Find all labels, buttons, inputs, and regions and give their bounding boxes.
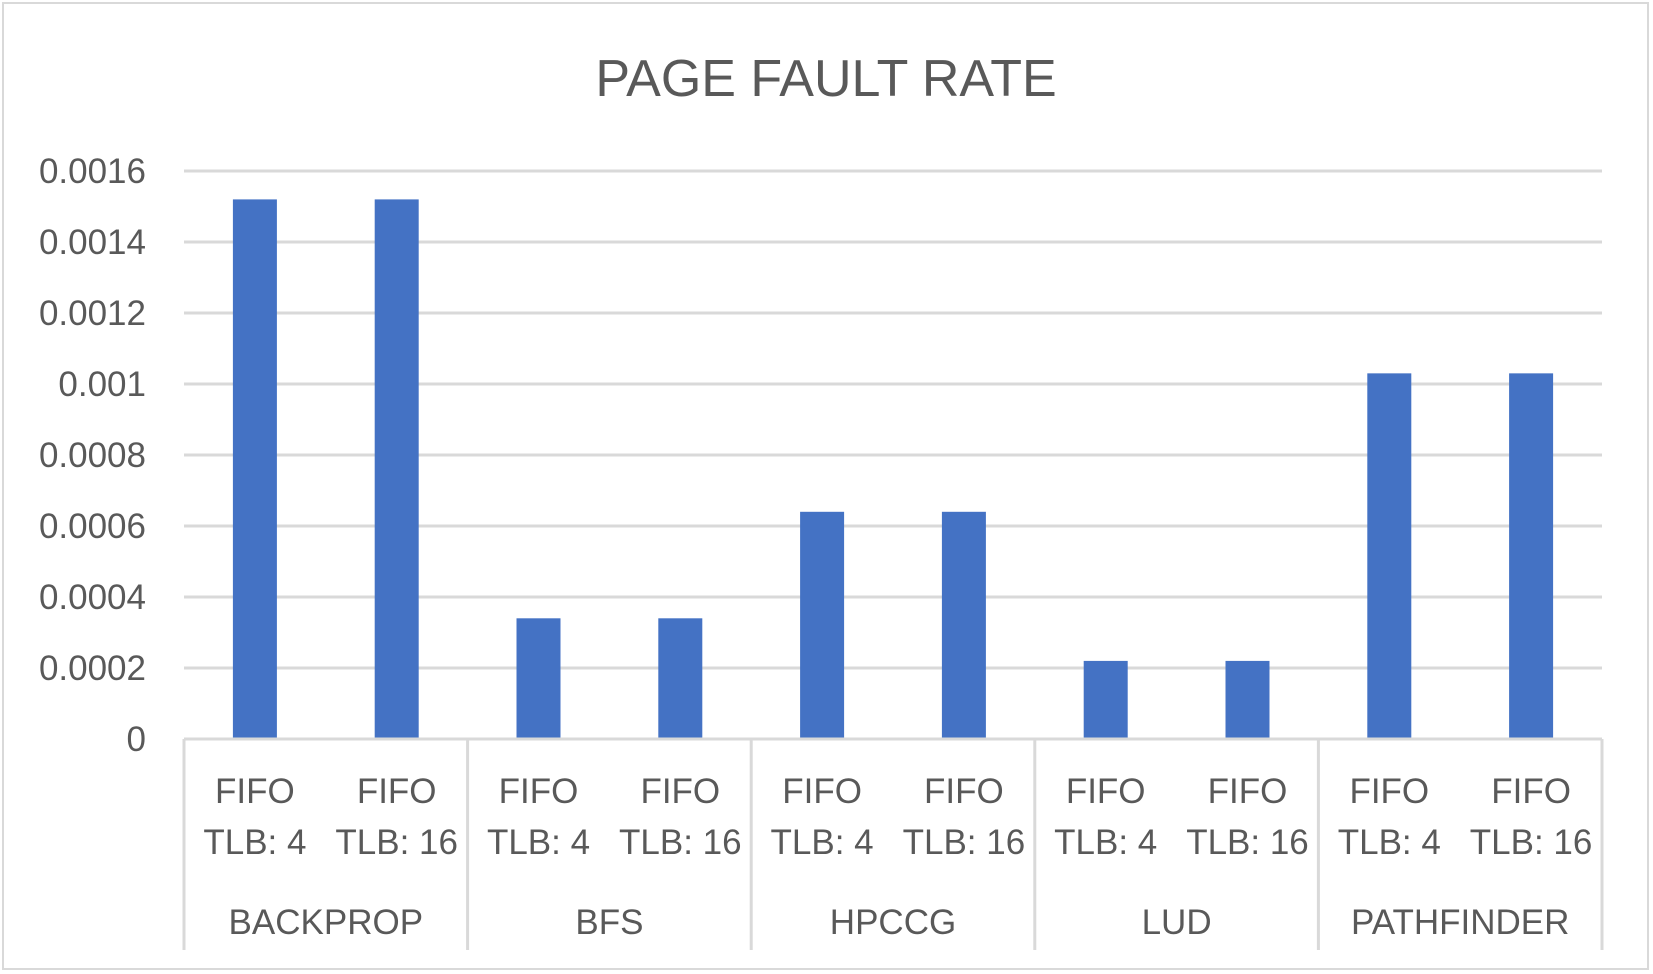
bar	[1367, 373, 1412, 739]
x-axis: FIFO TLB: 4 FIFO TLB: 16 BACKPROP FIFO TLB: 4 F…	[182, 737, 1604, 950]
x-tick-label: TLB: 4	[1338, 823, 1441, 862]
x-tick-label: FIFO	[1491, 772, 1571, 811]
x-group-label: BACKPROP	[229, 903, 424, 942]
bar	[1225, 660, 1270, 739]
chart-title: PAGE FAULT RATE	[595, 50, 1056, 108]
bar	[800, 511, 845, 739]
x-group-label: BFS	[575, 903, 643, 942]
x-tick-label: FIFO	[782, 772, 862, 811]
bar	[516, 618, 561, 739]
y-tick-label: 0.0004	[39, 578, 146, 617]
y-tick-label: 0.0006	[39, 507, 146, 546]
x-tick-label: FIFO	[1066, 772, 1146, 811]
bar	[941, 511, 986, 739]
x-tick-label: FIFO	[924, 772, 1004, 811]
bar	[232, 199, 277, 739]
x-tick-label: FIFO	[1208, 772, 1288, 811]
x-tick-label: TLB: 16	[1186, 823, 1309, 862]
y-tick-label: 0.0014	[39, 223, 146, 262]
y-tick-label: 0.0012	[39, 294, 146, 333]
bar	[1083, 660, 1128, 739]
y-tick-label: 0.001	[58, 365, 146, 404]
x-tick-label: FIFO	[499, 772, 579, 811]
bars	[232, 199, 1554, 739]
x-tick-label: TLB: 16	[619, 823, 742, 862]
bar	[1509, 373, 1554, 739]
y-axis-ticks: 0 0.0002 0.0004 0.0006 0.0008 0.001 0.0012 0.00…	[39, 152, 146, 759]
bar	[658, 618, 703, 739]
x-tick-label: FIFO	[640, 772, 720, 811]
y-tick-label: 0	[127, 720, 146, 759]
x-group-label: PATHFINDER	[1351, 903, 1569, 942]
x-tick-label: TLB: 4	[203, 823, 306, 862]
y-tick-label: 0.0016	[39, 152, 146, 191]
y-tick-label: 0.0008	[39, 436, 146, 475]
x-tick-label: TLB: 16	[1470, 823, 1593, 862]
x-tick-label: TLB: 4	[771, 823, 874, 862]
x-tick-label: TLB: 16	[903, 823, 1026, 862]
x-group-label: HPCCG	[830, 903, 956, 942]
x-tick-label: TLB: 4	[487, 823, 590, 862]
y-tick-label: 0.0002	[39, 649, 146, 688]
x-tick-label: FIFO	[215, 772, 295, 811]
x-tick-label: TLB: 16	[335, 823, 458, 862]
gridlines	[184, 169, 1602, 670]
x-tick-label: FIFO	[1349, 772, 1429, 811]
x-group-label: LUD	[1142, 903, 1212, 942]
bar	[374, 199, 419, 739]
x-tick-label: FIFO	[357, 772, 437, 811]
x-tick-label: TLB: 4	[1054, 823, 1157, 862]
